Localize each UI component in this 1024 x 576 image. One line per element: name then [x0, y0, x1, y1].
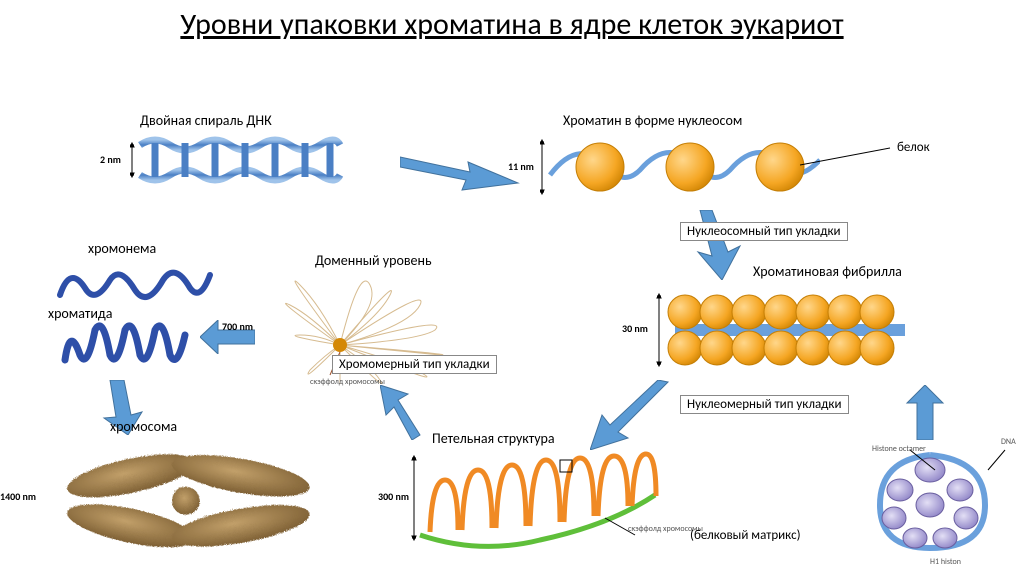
- arrow-nucleosome-to-fibril: [680, 210, 750, 280]
- label-chromosome: хромосома: [110, 418, 177, 435]
- nucleosome-illus: [540, 130, 820, 200]
- dim-1400nm: 1400 nm: [0, 490, 36, 503]
- label-chromomeric-packing: Хромомерный тип укладки: [332, 355, 497, 374]
- label-nucleomeric-packing: Нуклеомерный тип укладки: [680, 395, 849, 414]
- label-histone-en: Нistone octamer: [872, 445, 926, 453]
- dim-700nm: 700 nm: [222, 320, 253, 333]
- dim-11nm: 11 nm: [508, 160, 534, 173]
- label-dna-en: DNA: [1001, 438, 1016, 446]
- label-chromonema: хромонема: [88, 240, 156, 257]
- chromonema-illus: [55, 260, 215, 310]
- fibril-illus: [655, 290, 915, 370]
- arrow-loop-to-domain: [380, 385, 430, 440]
- label-nucleosome-packing: Нуклеосомный тип укладки: [680, 222, 848, 241]
- arrow-dna-to-nucleosome: [400, 145, 520, 195]
- arrow-fibril-to-octamer: [905, 385, 945, 440]
- histone-octamer-illus: [870, 440, 1010, 560]
- dim-30nm: 30 nm: [622, 322, 648, 335]
- chromosome-illus: [50, 440, 320, 560]
- label-chromatid: хроматида: [48, 305, 112, 322]
- dna-helix-illus: [130, 135, 350, 185]
- dim-300nm: 300 nm: [378, 490, 409, 503]
- label-scaffold-1: скэффолд хромосомы: [310, 378, 385, 386]
- label-protein-matrix: (белковый матрикс): [690, 528, 801, 543]
- diagram-title: Уровни упаковки хроматина в ядре клеток …: [0, 8, 1024, 43]
- label-domain-level: Доменный уровень: [315, 252, 432, 269]
- label-dna-helix: Двойная спираль ДНК: [140, 112, 272, 129]
- arrow-fibril-to-loop: [590, 380, 670, 450]
- label-protein: белок: [897, 140, 930, 155]
- label-h1-histone: H1 histon: [930, 558, 961, 566]
- loop-structure-illus: [410, 440, 660, 550]
- label-chromatin-nucleosome: Хроматин в форме нуклеосом: [563, 112, 742, 129]
- label-loop-structure: Петельная структура: [432, 430, 555, 447]
- label-chromatin-fibril: Хроматиновая фибрилла: [753, 263, 902, 280]
- chromatid-illus: [55, 315, 195, 375]
- dim-2nm: 2 nm: [100, 153, 121, 166]
